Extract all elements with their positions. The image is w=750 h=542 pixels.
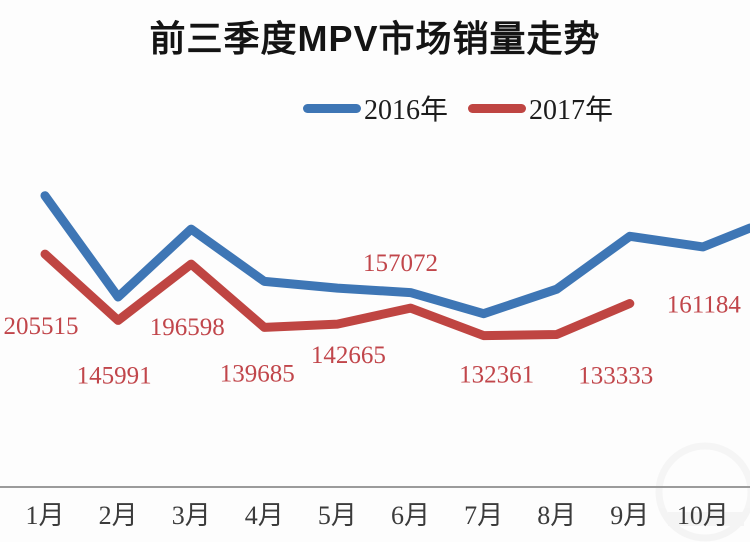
legend-label-2017: 2017年 bbox=[529, 95, 614, 126]
data-label-2017-2月: 145991 bbox=[77, 362, 152, 389]
series-line-2016年 bbox=[40, 191, 750, 319]
data-label-2017-4月: 139685 bbox=[220, 360, 295, 387]
data-label-2017-1月: 205515 bbox=[4, 313, 79, 340]
data-label-2017-9月: 161184 bbox=[667, 292, 742, 319]
x-axis-label-9月: 9月 bbox=[610, 501, 649, 530]
data-label-2017-8月: 133333 bbox=[578, 363, 653, 390]
legend-swatch-2017-icon bbox=[468, 103, 527, 113]
legend-swatch-2016-icon bbox=[303, 103, 361, 113]
data-label-2017-3月: 196598 bbox=[150, 314, 225, 341]
watermark bbox=[655, 442, 750, 542]
x-axis-label-10月: 10月 bbox=[677, 501, 729, 530]
data-label-2017-7月: 132361 bbox=[459, 362, 534, 389]
x-axis-label-8月: 8月 bbox=[537, 501, 576, 530]
x-axis-label-7月: 7月 bbox=[464, 501, 503, 530]
data-label-2017-5月: 142665 bbox=[311, 342, 386, 369]
x-axis-label-6月: 6月 bbox=[391, 501, 430, 530]
x-axis-label-5月: 5月 bbox=[318, 501, 357, 530]
x-axis-label-1月: 1月 bbox=[25, 501, 64, 530]
legend-label-2016: 2016年 bbox=[364, 95, 449, 126]
x-axis-label-4月: 4月 bbox=[245, 501, 284, 530]
chart-title: 前三季度MPV市场销量走势 bbox=[149, 18, 601, 59]
legend-item-2016: 2016年 bbox=[303, 88, 448, 128]
legend-item-2017: 2017年 bbox=[468, 88, 613, 128]
legend: 2016年 2017年 bbox=[303, 88, 613, 128]
series-line-2017年 bbox=[40, 249, 635, 341]
x-axis-label-2月: 2月 bbox=[99, 501, 138, 530]
data-label-2017-6月: 157072 bbox=[363, 250, 438, 277]
x-axis-label-3月: 3月 bbox=[172, 501, 211, 530]
